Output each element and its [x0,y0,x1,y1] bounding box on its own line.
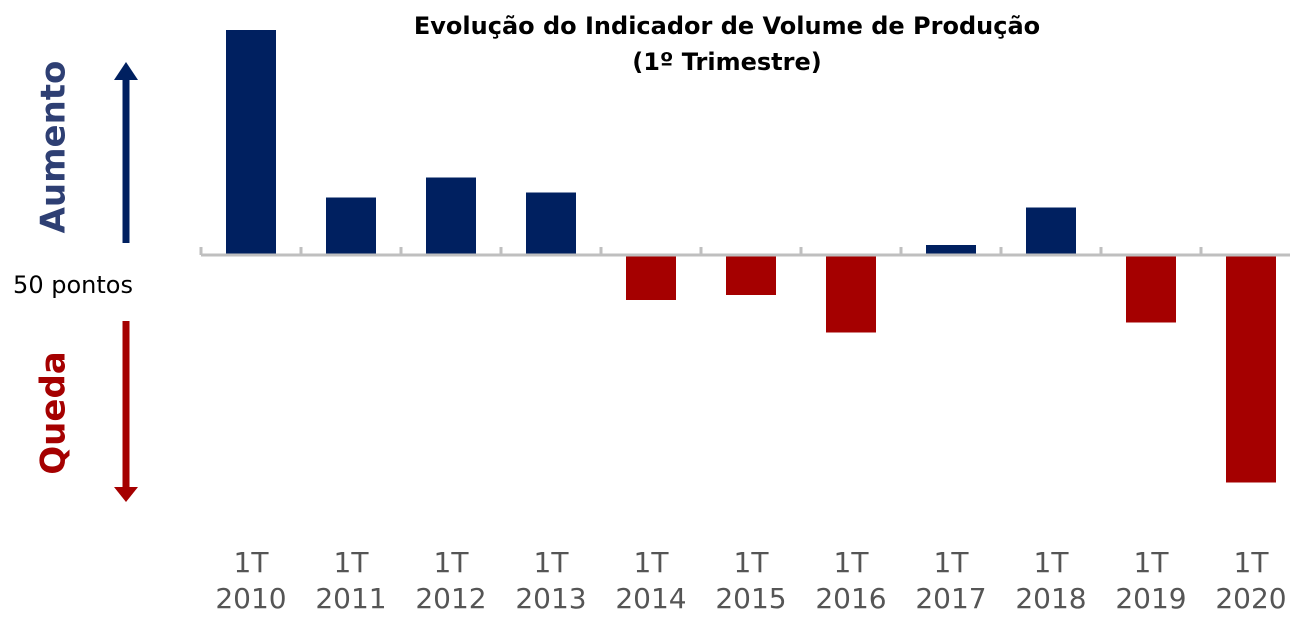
x-tick-label: 1T 2015 [715,546,787,615]
chart-subtitle: (1º Trimestre) [632,48,821,76]
bar [926,245,976,255]
bar [726,255,776,295]
x-tick-label: 1T 2012 [415,546,487,615]
up-label: Aumento [34,61,74,234]
x-tick-label: 1T 2010 [215,546,287,615]
x-tick-label: 1T 2011 [315,546,387,615]
x-tick-label: 1T 2014 [615,546,687,615]
bar [1126,255,1176,323]
bar [226,30,276,255]
bar [626,255,676,300]
bar [1226,255,1276,483]
bar [326,197,376,255]
x-tick-label: 1T 2019 [1115,546,1187,615]
x-tick-label: 1T 2017 [915,546,987,615]
x-tick-label: 1T 2018 [1015,546,1087,615]
bar [426,177,476,255]
down-label: Queda [34,351,74,474]
x-tick-label: 1T 2016 [815,546,887,615]
x-tick-label: 1T 2020 [1215,546,1287,615]
down-arrow-head [114,487,138,502]
chart-title: Evolução do Indicador de Volume de Produ… [414,12,1040,40]
bar [526,192,576,255]
bar [1026,207,1076,255]
bar [826,255,876,333]
up-arrow-head [114,62,138,80]
baseline-label: 50 pontos [13,271,133,299]
x-tick-label: 1T 2013 [515,546,587,615]
